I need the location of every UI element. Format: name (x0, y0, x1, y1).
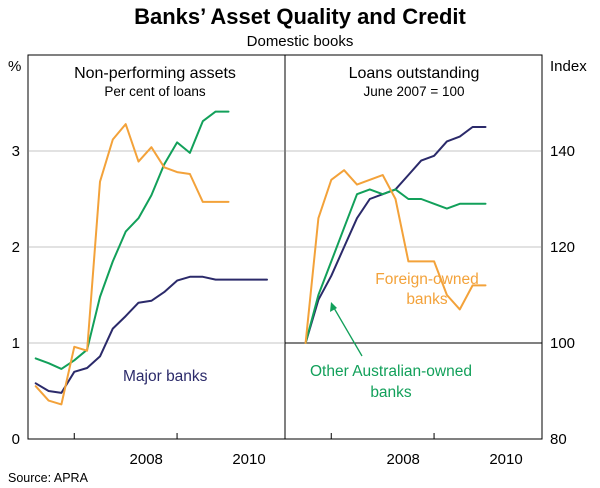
series-line-major-npa (34, 275, 268, 394)
y-tick-label: 100 (550, 335, 575, 352)
foreign-banks-label-line1: Foreign-owned (375, 271, 478, 288)
chart-subtitle: Domestic books (247, 33, 354, 50)
axis-ticks: 0 1 2 3 2008 2010 80 100 120 140 2008 2010 (12, 143, 575, 468)
series-line-foreign-loans (304, 169, 487, 344)
other-banks-arrow (330, 302, 363, 357)
y-tick-label: 1 (12, 335, 20, 352)
right-axis-unit: Index (550, 58, 587, 75)
right-panel-title: Loans outstanding (349, 65, 480, 82)
y-tick-label: 3 (12, 143, 20, 160)
series-lines (34, 110, 487, 406)
left-axis-unit: % (8, 58, 21, 75)
y-tick-label: 0 (12, 431, 20, 448)
left-panel-subtitle: Per cent of loans (104, 84, 206, 99)
major-banks-label: Major banks (123, 368, 208, 385)
other-banks-label-line2: banks (370, 384, 412, 401)
chart-title: Banks’ Asset Quality and Credit (134, 4, 466, 29)
right-panel-subtitle: June 2007 = 100 (364, 84, 465, 99)
y-tick-label: 120 (550, 239, 575, 256)
series-line-major-loans (304, 126, 487, 344)
foreign-banks-label-line2: banks (406, 291, 448, 308)
series-line-other-npa (34, 110, 230, 370)
x-tick-label: 2008 (387, 451, 420, 468)
x-tick-label: 2010 (232, 451, 265, 468)
gridlines (28, 150, 542, 344)
series-line-other-loans (304, 188, 487, 344)
x-tick-label: 2010 (489, 451, 522, 468)
y-tick-label: 80 (550, 431, 567, 448)
series-line-foreign-npa (34, 123, 230, 406)
y-tick-label: 140 (550, 143, 575, 160)
y-tick-label: 2 (12, 239, 20, 256)
x-tick-label: 2008 (130, 451, 163, 468)
source-note: Source: APRA (8, 471, 89, 485)
other-banks-label-line1: Other Australian-owned (310, 363, 472, 380)
left-panel-title: Non-performing assets (74, 65, 236, 82)
